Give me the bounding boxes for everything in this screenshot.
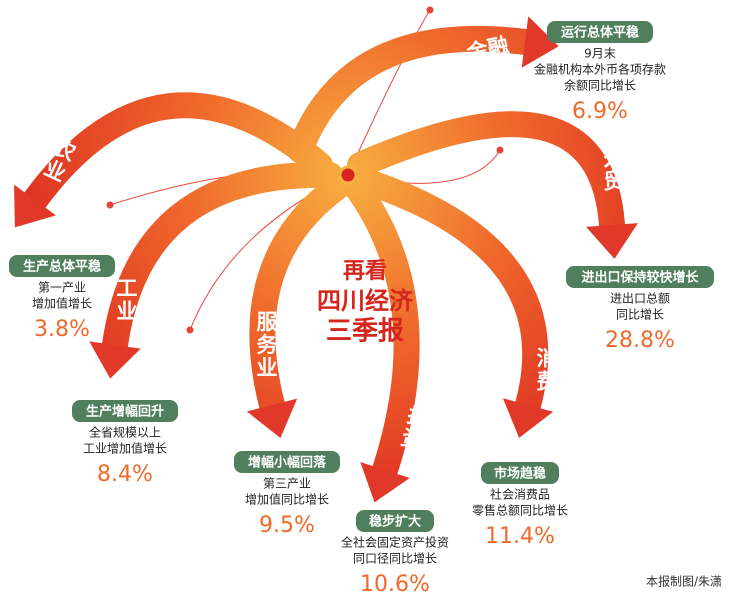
value: 10.6% xyxy=(360,572,430,597)
description: 同口径同比增长 xyxy=(353,552,437,566)
tag: 市场趋稳 xyxy=(494,466,546,482)
value: 11.4% xyxy=(485,524,555,549)
arrow-shaft xyxy=(355,169,549,418)
dot xyxy=(426,6,434,14)
arrow-shaft xyxy=(287,25,538,163)
tag: 稳步扩大 xyxy=(369,514,421,530)
thin-line xyxy=(347,9,431,176)
arrow-label: 消费 xyxy=(534,346,558,393)
tag-box xyxy=(481,462,559,484)
tag: 增幅小幅回落 xyxy=(248,455,327,471)
tag: 进出口保持较快增长 xyxy=(581,270,699,286)
tag-box xyxy=(234,451,340,473)
arrow-head xyxy=(586,223,638,259)
description: 社会消费品 xyxy=(490,487,550,502)
arrow-head xyxy=(521,16,559,68)
tag: 运行总体平稳 xyxy=(561,25,639,41)
center-title-line: 四川经济 xyxy=(317,287,414,315)
description: 金融机构本外币各项存款 xyxy=(534,62,666,77)
arrow-head xyxy=(246,398,298,438)
value: 28.8% xyxy=(605,328,675,353)
tag: 生产总体平稳 xyxy=(23,259,101,275)
description: 增加值同比增长 xyxy=(245,492,329,507)
description: 工业增加值增长 xyxy=(83,441,167,456)
arrow-label: 工业 xyxy=(114,277,138,323)
arrow-shaft xyxy=(347,111,625,238)
arrow-shaft xyxy=(249,172,353,418)
value: 9.5% xyxy=(259,513,315,538)
description: 全省规模以上 xyxy=(89,425,161,440)
center-title-line: 再看 xyxy=(343,259,387,284)
tag-box xyxy=(566,266,714,288)
center-dot xyxy=(338,165,358,185)
description: 同比增长 xyxy=(616,308,664,322)
arrow-shaft xyxy=(102,161,343,358)
description: 9月末 xyxy=(584,47,616,61)
credit: 本报制图/朱潇 xyxy=(646,574,722,589)
description: 增加值增长 xyxy=(32,296,92,311)
description: 全社会固定资产投资 xyxy=(341,535,449,550)
arrow-head xyxy=(14,184,56,228)
tag: 生产增幅回升 xyxy=(86,404,164,420)
tag-box xyxy=(72,400,178,422)
arrow-head xyxy=(360,461,410,503)
arrow-shaft xyxy=(342,172,420,483)
value: 3.8% xyxy=(34,317,90,342)
arrow-head xyxy=(502,398,554,438)
description: 余额同比增长 xyxy=(564,78,636,93)
value: 6.9% xyxy=(572,99,628,124)
description: 零售总额同比增长 xyxy=(472,503,568,518)
value: 8.4% xyxy=(97,462,153,487)
center-title-line: 三季报 xyxy=(326,316,404,347)
description: 进出口总额 xyxy=(610,292,670,306)
tag-box xyxy=(547,21,653,43)
tag-box xyxy=(9,255,115,277)
arrow-shaft xyxy=(22,92,333,213)
description: 第三产业 xyxy=(263,477,311,491)
arrow-label: 服务业 xyxy=(254,311,278,380)
arrow-head xyxy=(89,341,141,379)
tag-box xyxy=(356,510,434,532)
dot xyxy=(186,326,194,334)
dot xyxy=(106,201,114,209)
arrow-label: 外贸 xyxy=(601,146,625,193)
dot xyxy=(496,146,504,154)
description: 第一产业 xyxy=(38,281,86,295)
